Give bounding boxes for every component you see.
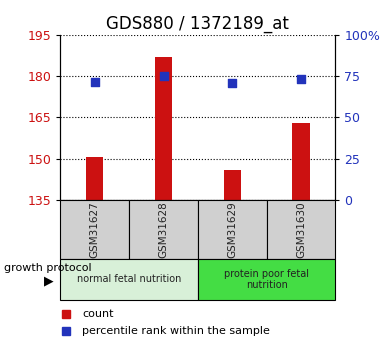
Text: percentile rank within the sample: percentile rank within the sample bbox=[82, 326, 270, 336]
Bar bbox=[60, 259, 198, 300]
Bar bbox=[86, 157, 103, 200]
Bar bbox=[224, 170, 241, 200]
Point bbox=[229, 81, 236, 86]
Text: GSM31628: GSM31628 bbox=[159, 201, 168, 258]
Point bbox=[298, 77, 304, 82]
Bar bbox=[60, 200, 129, 259]
Bar bbox=[155, 57, 172, 200]
Text: ▶: ▶ bbox=[44, 275, 53, 288]
Bar bbox=[292, 123, 310, 200]
Bar bbox=[129, 200, 198, 259]
Bar bbox=[267, 200, 335, 259]
Point bbox=[160, 73, 167, 79]
Bar bbox=[198, 259, 335, 300]
Point bbox=[92, 79, 98, 85]
Text: GSM31630: GSM31630 bbox=[296, 201, 306, 258]
Text: growth protocol: growth protocol bbox=[4, 263, 92, 273]
Text: GSM31627: GSM31627 bbox=[90, 201, 100, 258]
Text: GSM31629: GSM31629 bbox=[227, 201, 237, 258]
Text: count: count bbox=[82, 309, 114, 319]
Title: GDS880 / 1372189_at: GDS880 / 1372189_at bbox=[106, 15, 289, 33]
Text: normal fetal nutrition: normal fetal nutrition bbox=[77, 275, 181, 284]
Text: protein poor fetal
nutrition: protein poor fetal nutrition bbox=[224, 269, 309, 290]
Bar bbox=[198, 200, 267, 259]
